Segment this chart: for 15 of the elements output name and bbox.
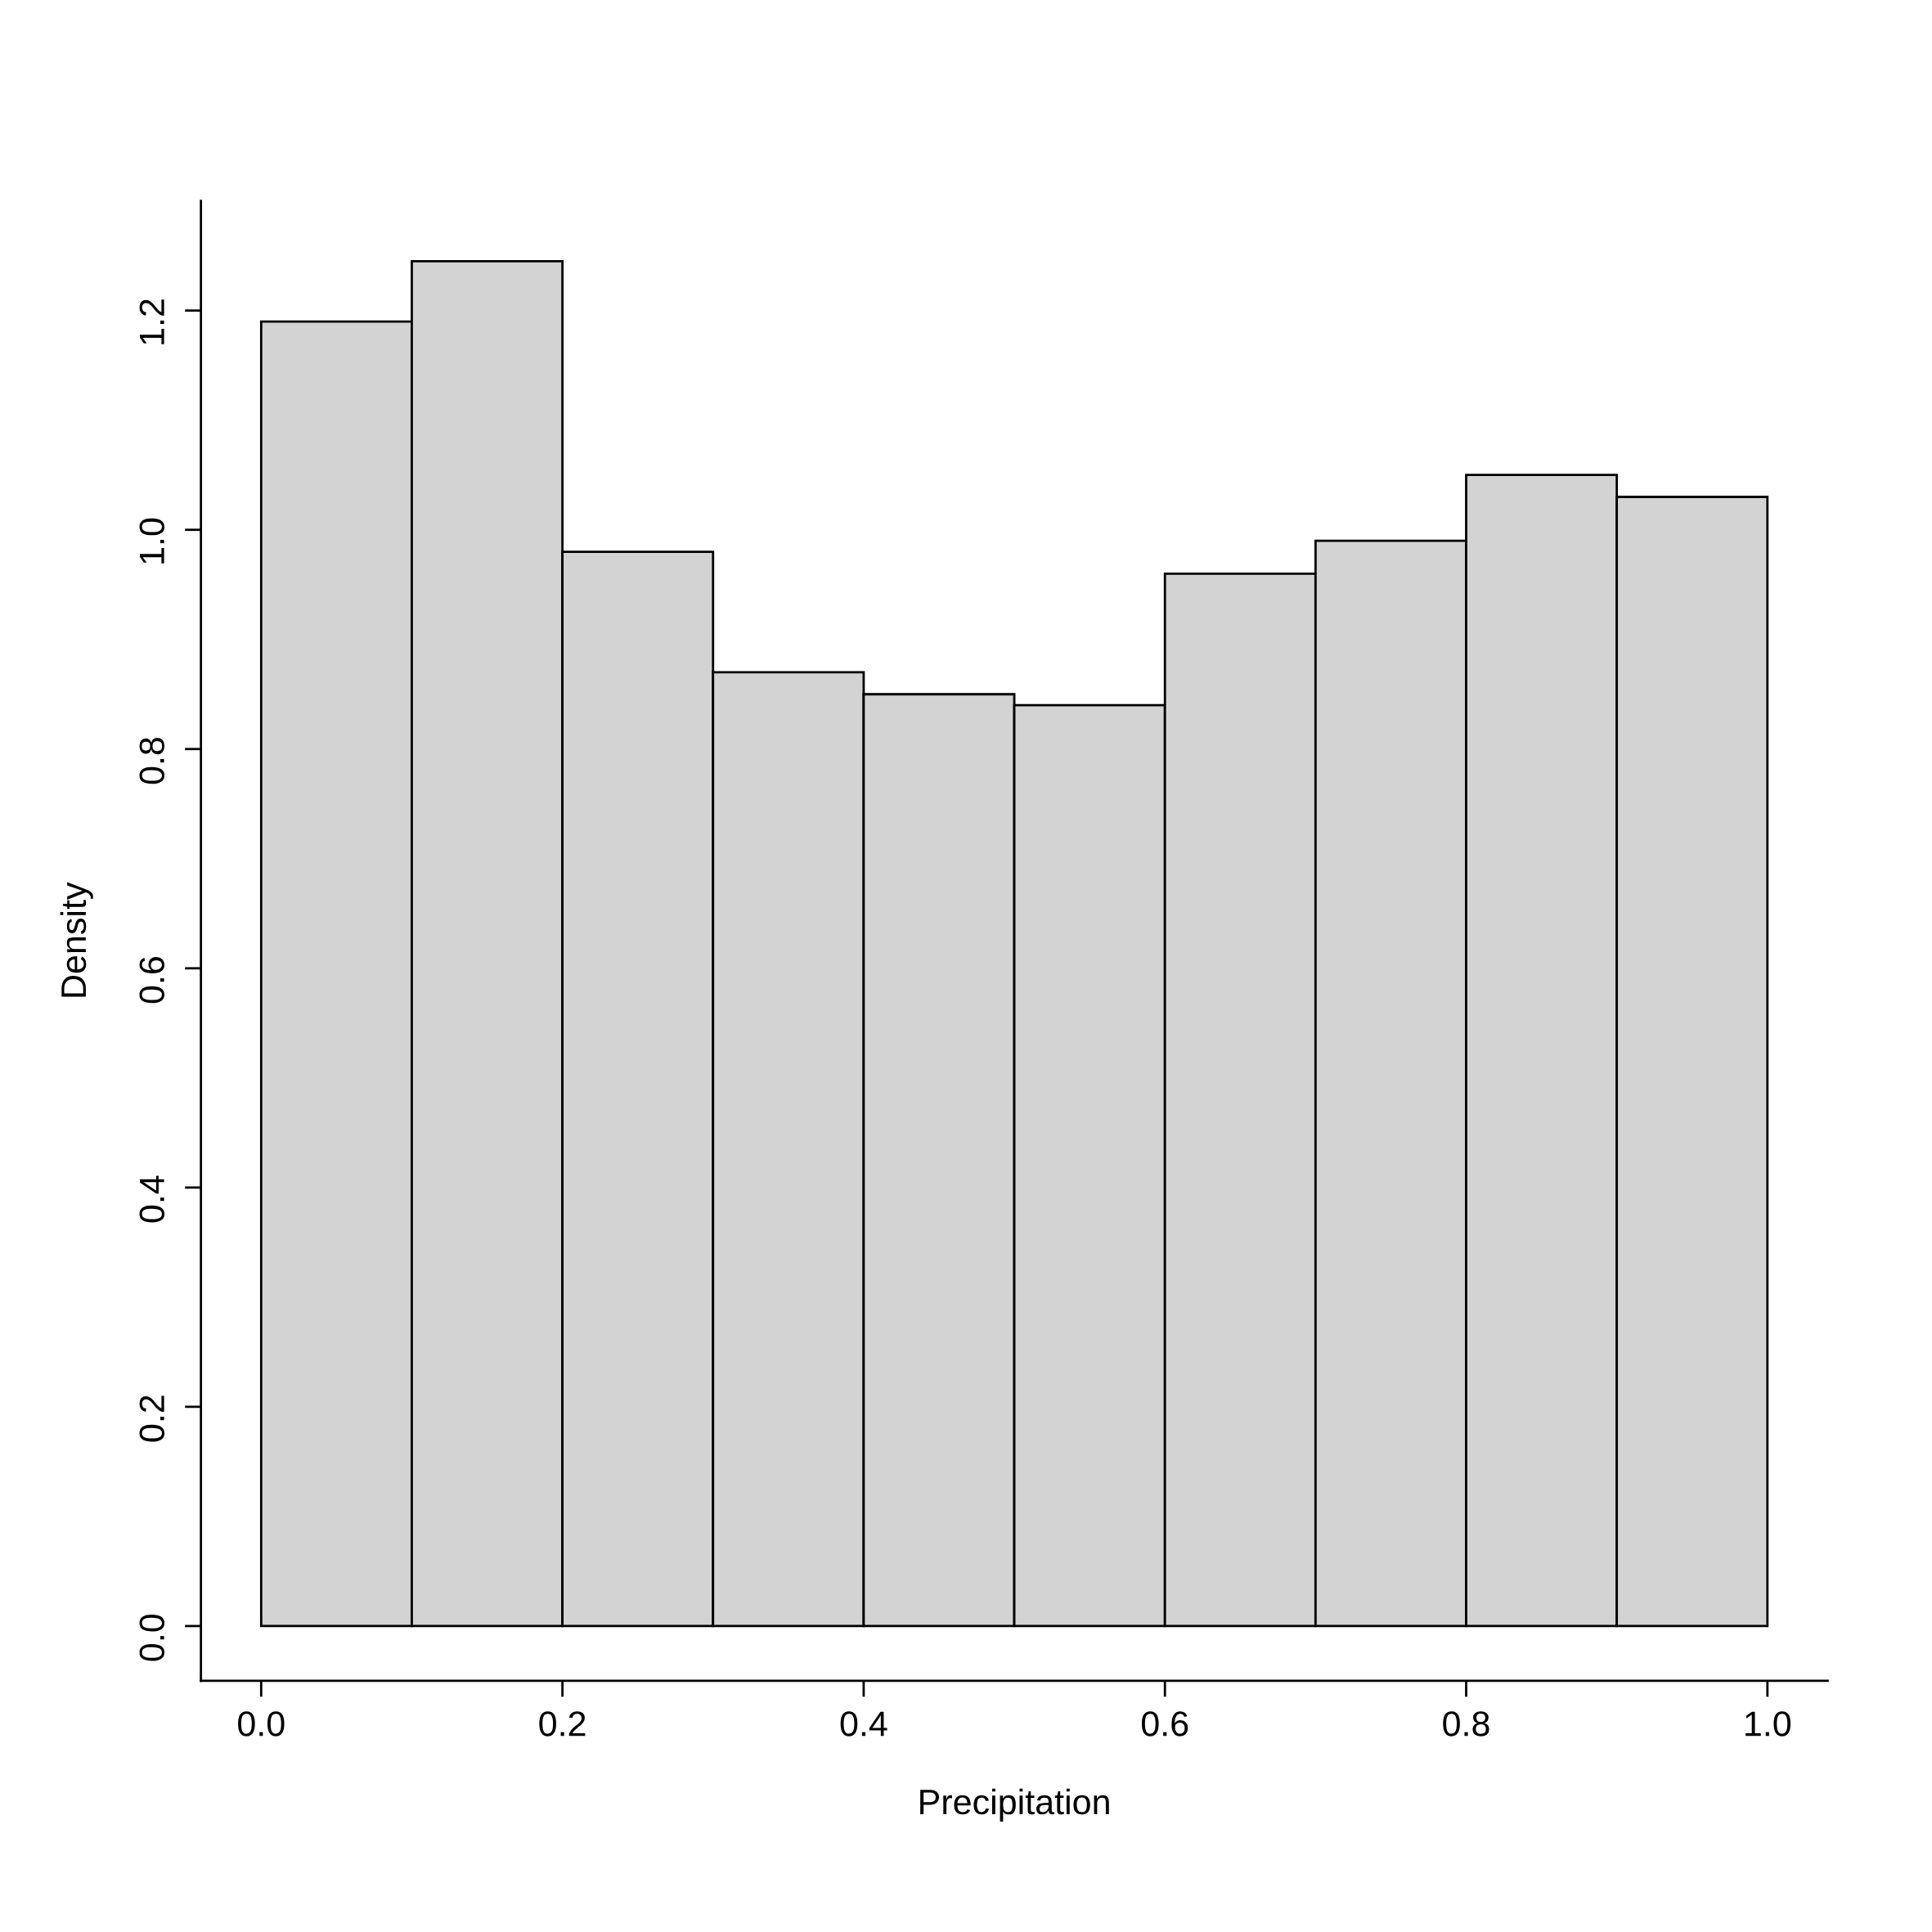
y-tick-label: 0.6 (139, 957, 165, 1004)
y-tick-label: 0.4 (139, 1175, 165, 1223)
y-tick-label: 1.0 (139, 518, 165, 564)
y-tick-label: 0.8 (139, 738, 165, 784)
x-tick-label: 0.2 (539, 1711, 586, 1737)
x-tick-label: 0.6 (1141, 1711, 1188, 1737)
y-tick-label: 0.2 (139, 1395, 165, 1442)
x-axis-title: Precipitation (920, 1788, 1109, 1822)
y-tick-label: 1.2 (139, 299, 164, 344)
x-tick-label: 0.0 (238, 1711, 285, 1737)
y-tick-label: 0.0 (139, 1615, 165, 1661)
x-tick-label: 1.0 (1746, 1711, 1791, 1737)
x-tick-label: 0.4 (840, 1711, 887, 1737)
x-tick-label: 0.8 (1443, 1711, 1489, 1737)
y-axis-title: Density (60, 882, 93, 997)
